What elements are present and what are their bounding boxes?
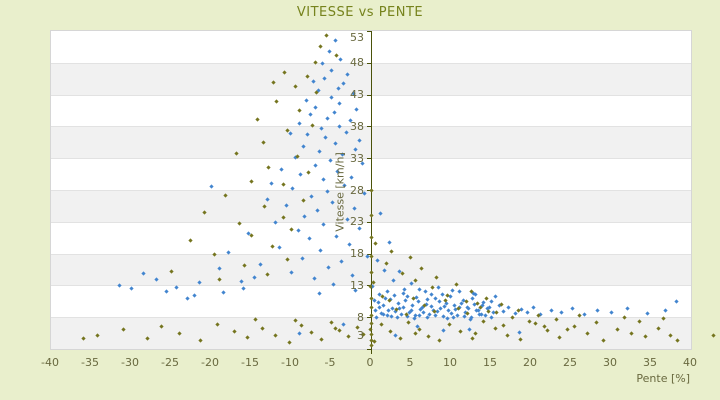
- x-tick-label: 40: [683, 356, 697, 369]
- y-tick-label: 43: [350, 88, 364, 102]
- x-tick-label: 15: [483, 356, 497, 369]
- x-tick-label: 20: [523, 356, 537, 369]
- y-axis-tick: [367, 62, 371, 64]
- data-point-vitesse-olive: [412, 330, 418, 336]
- y-tick-label: 48: [350, 56, 364, 70]
- x-tick-label: 5: [406, 356, 414, 369]
- y-axis-tick: [367, 126, 371, 128]
- x-tick-label: -25: [161, 356, 179, 369]
- y-tick-label: 38: [350, 119, 364, 133]
- y-tick-label: 28: [350, 183, 364, 197]
- x-tick-label: 25: [563, 356, 577, 369]
- y-axis-tick: [367, 158, 371, 160]
- y-axis-tick: [367, 349, 371, 350]
- y-tick-label: 53: [350, 30, 364, 44]
- y-tick-label: 13: [350, 278, 364, 292]
- y-axis-line: [371, 31, 372, 354]
- x-tick-label: -35: [81, 356, 99, 369]
- y-tick-label: 3: [357, 328, 364, 342]
- data-point-vitesse-olive: [472, 330, 478, 336]
- x-tick-label: 10: [443, 356, 457, 369]
- data-point-vitesse-blue: [524, 309, 530, 315]
- y-axis-tick: [367, 190, 371, 191]
- y-axis-tick: [367, 94, 371, 96]
- y-axis-title: Vitesse [km/h]: [333, 152, 347, 232]
- data-point-vitesse-blue: [268, 180, 274, 186]
- data-point-vitesse-olive: [252, 316, 258, 322]
- plot-area: 53 48 43 38 33 28 23 18 13 8 3 Vitesse [km/h]: [50, 30, 716, 354]
- y-axis-tick: [367, 221, 371, 223]
- y-axis-tick: [367, 253, 371, 255]
- data-point-vitesse-blue: [464, 304, 470, 310]
- data-point-vitesse-blue: [300, 143, 306, 149]
- x-tick-label: 30: [603, 356, 617, 369]
- chart-title: VITESSE vs PENTE: [296, 5, 424, 20]
- y-tick-label: 18: [350, 247, 364, 261]
- data-point-vitesse-blue: [400, 290, 406, 296]
- y-tick-label: 8: [357, 310, 364, 324]
- x-tick-label: -40: [41, 356, 59, 369]
- data-point-vitesse-blue: [392, 332, 398, 338]
- y-axis-tick: [367, 31, 371, 32]
- data-point-vitesse-olive: [636, 318, 642, 324]
- x-tick-label: -20: [201, 356, 219, 369]
- y-axis-tick: [367, 317, 371, 319]
- y-tick-label: 23: [350, 215, 364, 229]
- x-tick-label: 0: [366, 356, 374, 369]
- x-axis-title: Pente [%]: [636, 372, 690, 385]
- y-tick-label: 33: [350, 151, 364, 165]
- x-tick-label: -10: [281, 356, 299, 369]
- x-tick-label: -5: [324, 356, 336, 369]
- data-point-vitesse-blue: [432, 295, 438, 301]
- x-tick-label: -15: [241, 356, 259, 369]
- x-tick-label: -30: [121, 356, 139, 369]
- data-point-vitesse-olive: [711, 332, 716, 338]
- x-tick-label: 35: [643, 356, 657, 369]
- data-point-vitesse-olive: [368, 295, 374, 301]
